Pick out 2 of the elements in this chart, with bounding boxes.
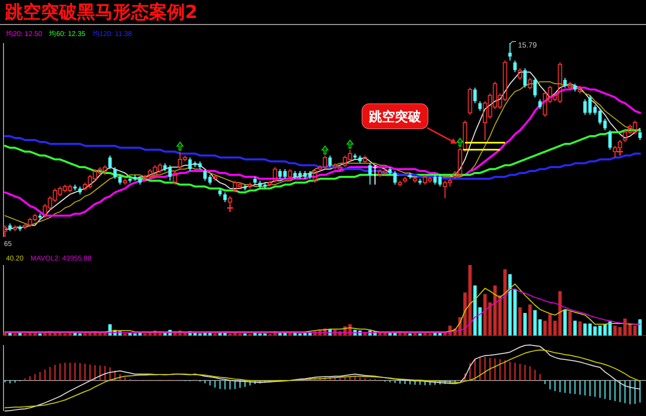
annotation: 跳空突破	[368, 108, 422, 125]
chart-title: 跳空突破黑马形态案例2	[4, 2, 198, 23]
